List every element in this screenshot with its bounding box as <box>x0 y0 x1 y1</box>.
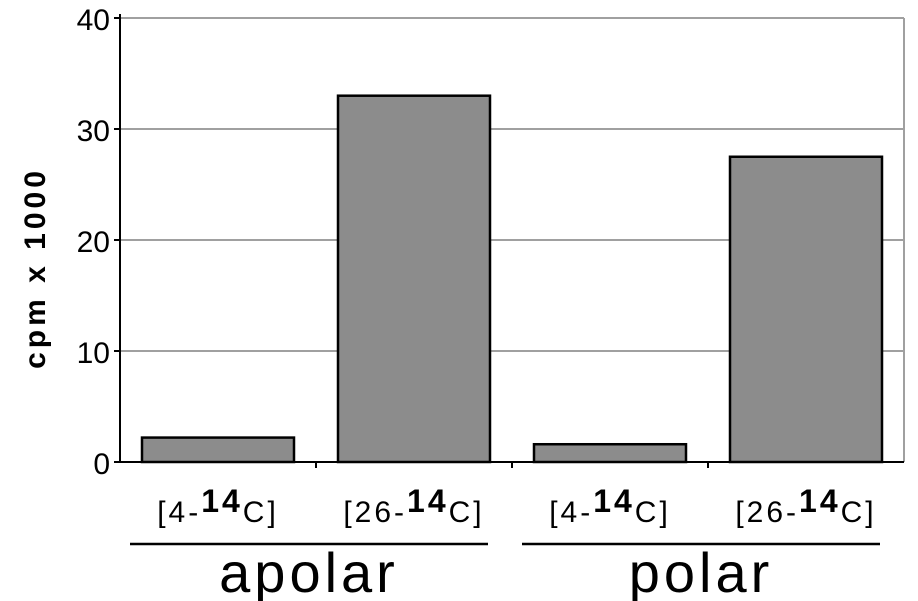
bars <box>140 94 884 464</box>
category-label: [4-14C] <box>157 483 279 529</box>
bar-polar-26-14c <box>728 155 884 464</box>
axes <box>114 14 904 468</box>
category-label: [26-14C] <box>735 483 876 529</box>
category-labels: [4-14C] [26-14C] [4-14C] [26-14C] <box>157 483 876 529</box>
category-label: [26-14C] <box>343 483 484 529</box>
group-label-apolar: apolar <box>219 541 399 601</box>
category-label: [4-14C] <box>549 483 671 529</box>
group-label-polar: polar <box>629 541 774 601</box>
y-axis-label: cpm x 1000 <box>19 167 52 369</box>
y-tick-label: 20 <box>77 226 110 259</box>
y-tick-label: 40 <box>77 4 110 37</box>
bar-polar-4-14c <box>532 442 688 464</box>
y-tick-labels: 0 10 20 30 40 <box>77 4 110 481</box>
bar-apolar-26-14c <box>336 94 492 464</box>
y-tick-label: 30 <box>77 115 110 148</box>
bar-apolar-4-14c <box>140 436 296 464</box>
y-tick-label: 0 <box>93 448 110 481</box>
y-tick-label: 10 <box>77 337 110 370</box>
group-labels: apolar polar <box>130 541 880 601</box>
